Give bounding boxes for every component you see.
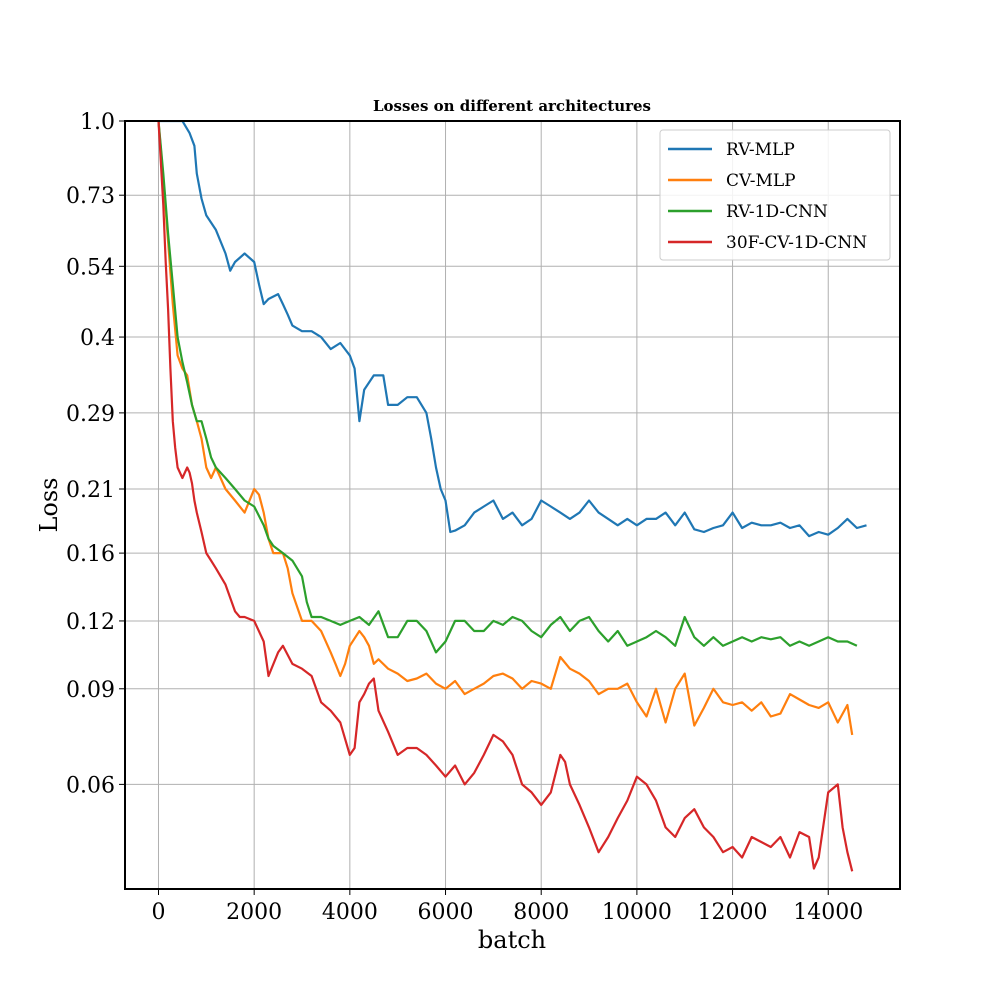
legend-label: CV-MLP: [726, 171, 796, 191]
axes-frame: [124, 120, 901, 890]
y-tick-label: 0.29: [66, 402, 115, 427]
x-tick-label: 2000: [226, 900, 282, 925]
x-tick-label: 8000: [513, 900, 569, 925]
y-tick-label: 0.09: [66, 678, 115, 703]
x-tick-label: 12000: [698, 900, 768, 925]
legend-box: [659, 129, 891, 261]
chart-title: Losses on different architectures: [373, 97, 651, 115]
x-axis-label: batch: [478, 926, 546, 954]
x-tick-label: 10000: [602, 900, 672, 925]
legend: RV-MLP CV-MLP RV-1D-CNN 30F-CV-1D-CNN: [659, 129, 891, 261]
y-tick-label: 0.73: [66, 184, 115, 209]
x-tick-label: 6000: [418, 900, 474, 925]
series-line-1: [158, 121, 867, 538]
y-tick-label: 0.12: [66, 610, 115, 635]
series-line-4: [157, 121, 854, 872]
plot-area: [157, 121, 867, 872]
y-tick-label: 1.0: [80, 110, 115, 135]
series-line-2: [157, 121, 854, 736]
y-tick-label: 0.16: [66, 542, 115, 567]
y-tick-label: 0.21: [66, 478, 115, 503]
axis-ticks: 0 2000 4000 6000 8000 10000 12000 14000 1.0 0.73 0…: [66, 110, 863, 925]
legend-label: RV-1D-CNN: [726, 202, 828, 222]
x-tick-label: 14000: [793, 900, 863, 925]
y-tick-label: 0.06: [66, 773, 115, 798]
legend-label: 30F-CV-1D-CNN: [726, 233, 867, 253]
x-tick-label: 0: [151, 900, 165, 925]
x-tick-label: 4000: [322, 900, 378, 925]
y-tick-label: 0.4: [80, 326, 115, 351]
y-axis-label: Loss: [35, 477, 63, 532]
legend-label: RV-MLP: [726, 140, 795, 160]
y-tick-label: 0.54: [66, 255, 115, 280]
series-line-3: [157, 121, 858, 654]
